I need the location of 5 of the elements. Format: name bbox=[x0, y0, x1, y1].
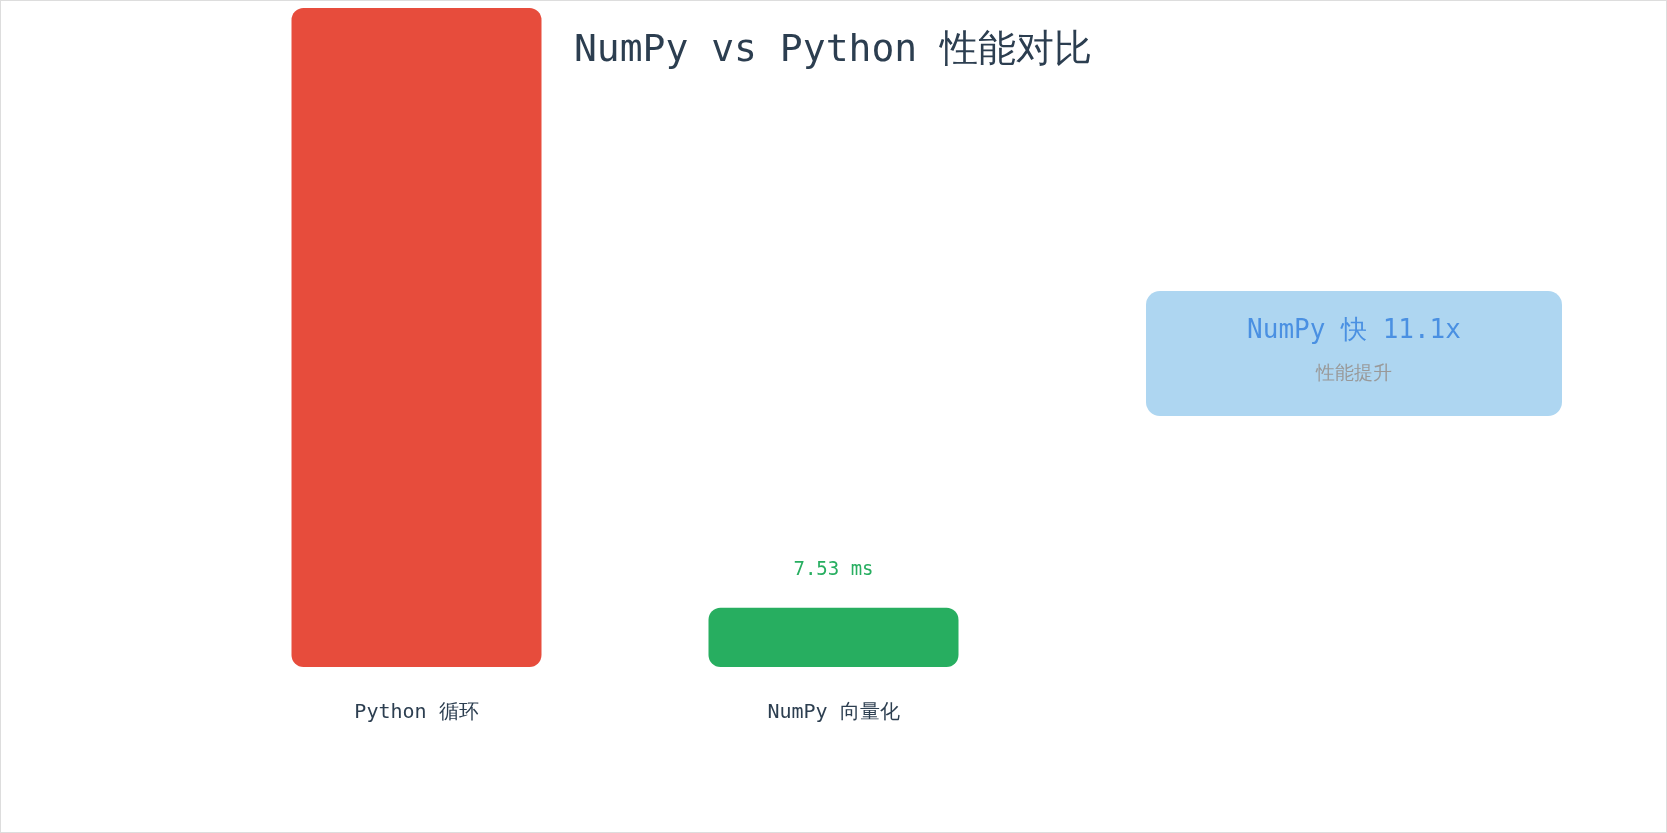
x-tick-label: Python 循环 bbox=[354, 699, 479, 723]
annotation-card: NumPy 快 11.1x 性能提升 bbox=[1146, 291, 1562, 416]
text: NumPy vs Python 性能对比 bbox=[573, 26, 1093, 70]
x-tick-label: NumPy 向量化 bbox=[767, 699, 900, 723]
data-label: 7.53 ms bbox=[793, 556, 874, 579]
